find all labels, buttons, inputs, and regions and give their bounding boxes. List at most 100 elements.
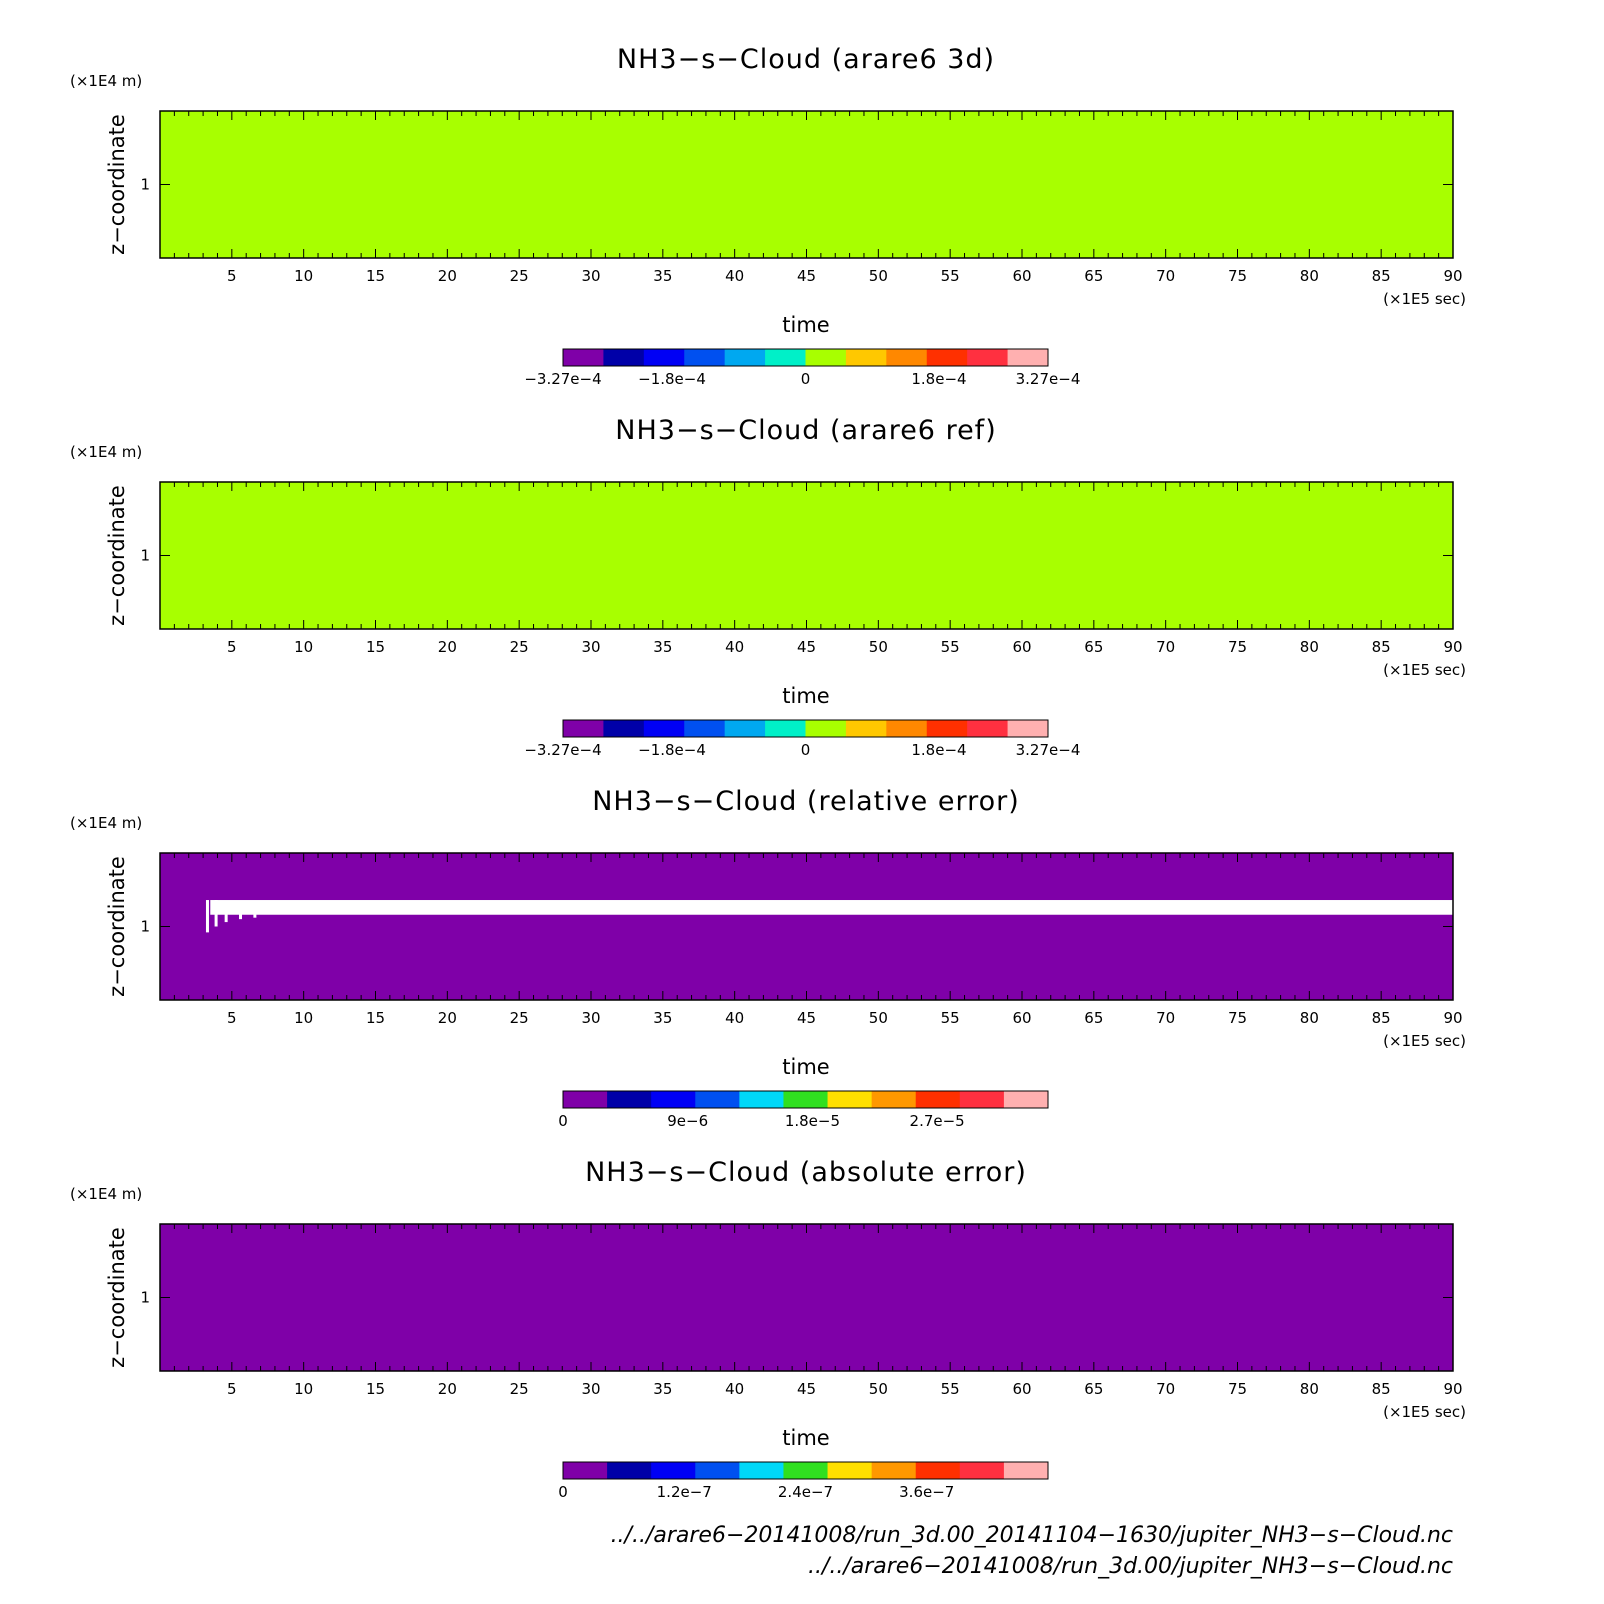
colorbar-frame: [562, 719, 1049, 738]
x-tick-label: 75: [1228, 1380, 1247, 1398]
colorbar-segment: [684, 349, 726, 366]
y-tick-label: 1: [140, 547, 150, 565]
colorbar-segment: [739, 1091, 784, 1108]
chart-title: NH3−s−Cloud (relative error): [592, 786, 1020, 817]
x-unit-label: (×1E5 sec): [1383, 661, 1466, 679]
blank-spike: [239, 902, 243, 920]
colorbar-segment: [765, 720, 806, 737]
colorbar-segment: [651, 1462, 696, 1479]
x-tick-label: 40: [725, 1380, 744, 1398]
colorbar-label: 2.4e−7: [778, 1483, 833, 1501]
colorbar-segment: [959, 1091, 1005, 1108]
colorbar-segment: [915, 1091, 961, 1108]
chart-title: NH3−s−Cloud (arare6 ref): [615, 415, 996, 446]
x-tick-label: 45: [797, 1380, 816, 1398]
colorbar-segment: [563, 720, 604, 737]
x-tick-label: 25: [510, 1009, 529, 1027]
colorbar-segment: [651, 1091, 696, 1108]
x-axis-label: time: [782, 1426, 829, 1450]
colorbar-segment: [783, 1091, 829, 1108]
x-tick-label: 80: [1300, 1380, 1319, 1398]
x-tick-label: 70: [1156, 1009, 1175, 1027]
colorbar-segment: [607, 1462, 652, 1479]
y-unit-label: (×1E4 m): [70, 814, 142, 832]
colorbar-segment: [695, 1462, 740, 1479]
colorbar-segment: [871, 1462, 917, 1479]
colorbar-label: 1.8e−4: [911, 741, 966, 759]
colorbar-frame: [562, 1090, 1049, 1109]
y-tick-label: 1: [140, 1289, 150, 1307]
x-tick-label: 30: [581, 1380, 600, 1398]
y-unit-label: (×1E4 m): [70, 1185, 142, 1203]
x-tick-label: 80: [1300, 638, 1319, 656]
x-tick-label: 15: [366, 267, 385, 285]
y-tick-label: 1: [140, 176, 150, 194]
x-axis-label: time: [782, 684, 829, 708]
y-axis-label: z−coordinate: [105, 485, 129, 626]
colorbar-segment: [915, 1462, 961, 1479]
colorbar-segment: [886, 720, 928, 737]
x-tick-label: 25: [510, 1380, 529, 1398]
y-axis-label: z−coordinate: [105, 856, 129, 997]
colorbar-label: 1.8e−4: [911, 370, 966, 388]
colorbar-segment: [603, 349, 645, 366]
x-tick-label: 25: [510, 267, 529, 285]
x-tick-label: 45: [797, 267, 816, 285]
x-tick-label: 35: [653, 1380, 672, 1398]
colorbar-label: 3.27e−4: [1016, 741, 1081, 759]
x-tick-label: 75: [1228, 638, 1247, 656]
x-tick-label: 70: [1156, 1380, 1175, 1398]
colorbar-segment: [827, 1462, 873, 1479]
x-tick-label: 70: [1156, 638, 1175, 656]
colorbar-segment: [886, 349, 928, 366]
colorbar-label: 0: [558, 1112, 568, 1130]
x-tick-label: 30: [581, 267, 600, 285]
x-tick-label: 65: [1084, 638, 1103, 656]
y-axis-label: z−coordinate: [105, 114, 129, 255]
x-tick-label: 65: [1084, 1009, 1103, 1027]
colorbar-label: 0: [558, 1483, 568, 1501]
x-tick-label: 20: [438, 267, 457, 285]
colorbar-segment: [724, 349, 766, 366]
x-tick-label: 35: [653, 1009, 672, 1027]
colorbar-segment: [1003, 1091, 1049, 1108]
x-tick-label: 65: [1084, 267, 1103, 285]
x-tick-label: 40: [725, 267, 744, 285]
colorbar-frame: [562, 1461, 1049, 1480]
x-tick-label: 45: [797, 638, 816, 656]
heatmap-field: [160, 1224, 1453, 1371]
x-tick-label: 30: [581, 1009, 600, 1027]
x-tick-label: 35: [653, 638, 672, 656]
x-tick-label: 90: [1443, 1009, 1462, 1027]
x-tick-label: 55: [941, 267, 960, 285]
x-tick-label: 50: [869, 1009, 888, 1027]
x-tick-label: 50: [869, 1380, 888, 1398]
x-tick-label: 50: [869, 638, 888, 656]
x-tick-label: 55: [941, 1009, 960, 1027]
footer-line-2: ../../arare6−20141008/run_3d.00/jupiter_…: [808, 1554, 1453, 1579]
x-tick-label: 70: [1156, 267, 1175, 285]
colorbar-segment: [959, 1462, 1005, 1479]
x-tick-label: 85: [1372, 1380, 1391, 1398]
x-axis-label: time: [782, 313, 829, 337]
panel-4: NH3−s−Cloud (absolute error)(×1E4 m)5 10 1…: [70, 1157, 1466, 1501]
colorbar-label: 0: [801, 741, 811, 759]
x-tick-label: 90: [1443, 638, 1462, 656]
x-tick-label: 85: [1372, 267, 1391, 285]
colorbar-segment: [603, 720, 645, 737]
colorbar-label: −1.8e−4: [638, 741, 706, 759]
x-unit-label: (×1E5 sec): [1383, 290, 1466, 308]
x-tick-label: 20: [438, 638, 457, 656]
colorbar-segment: [563, 349, 604, 366]
colorbar-segment: [724, 720, 766, 737]
x-tick-label: 75: [1228, 1009, 1247, 1027]
colorbar-segment: [1007, 349, 1049, 366]
colorbar-label: −3.27e−4: [524, 370, 601, 388]
colorbar-label: −3.27e−4: [524, 741, 601, 759]
colorbar-label: 9e−6: [667, 1112, 708, 1130]
colorbar-segment: [643, 349, 685, 366]
x-tick-label: 90: [1443, 1380, 1462, 1398]
x-tick-label: 60: [1012, 638, 1031, 656]
colorbar-segment: [967, 720, 1009, 737]
x-tick-label: 45: [797, 1009, 816, 1027]
